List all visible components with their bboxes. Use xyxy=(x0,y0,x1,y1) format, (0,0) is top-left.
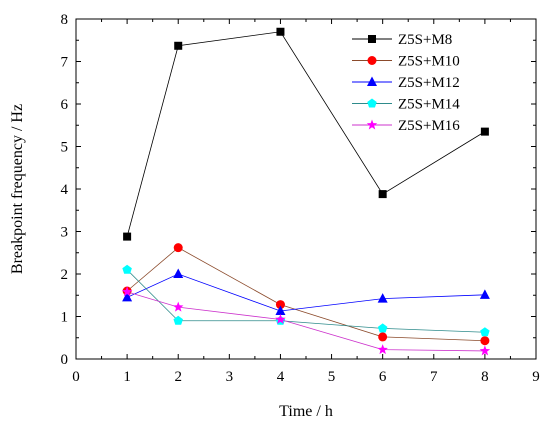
legend-label: Z5S+M12 xyxy=(398,75,460,91)
series-z5s-m10 xyxy=(122,243,490,346)
x-tick-label: 9 xyxy=(532,369,540,385)
y-tick-label: 3 xyxy=(61,225,69,241)
x-tick-label: 6 xyxy=(379,369,387,385)
data-point xyxy=(122,291,133,302)
data-point xyxy=(174,41,183,50)
legend-label: Z5S+M14 xyxy=(398,97,460,113)
series-z5s-m8 xyxy=(123,27,489,241)
y-tick-label: 4 xyxy=(61,182,69,198)
y-tick-label: 1 xyxy=(61,310,69,326)
legend-label: Z5S+M10 xyxy=(398,54,460,70)
x-tick-label: 1 xyxy=(123,369,131,385)
y-tick-label: 8 xyxy=(61,12,69,28)
data-point xyxy=(480,127,489,136)
legend: Z5S+M8 Z5S+M10 Z5S+M12 Z5S+M14 Z5S+M16 xyxy=(352,32,460,134)
legend-marker xyxy=(367,56,377,65)
data-point xyxy=(480,336,490,346)
data-point xyxy=(480,327,490,337)
y-tick-label: 6 xyxy=(61,97,69,113)
data-point xyxy=(275,313,286,324)
x-tick-label: 8 xyxy=(481,369,489,385)
data-point xyxy=(173,268,184,278)
data-point xyxy=(377,344,388,355)
legend-marker xyxy=(367,98,377,108)
data-point xyxy=(122,264,132,274)
y-tick-label: 7 xyxy=(61,55,69,71)
series-layer xyxy=(121,27,491,356)
y-axis-title: Breakpoint frequency / Hz xyxy=(9,104,26,274)
data-point xyxy=(275,305,286,315)
data-point xyxy=(378,332,388,342)
series-z5s-m12 xyxy=(122,268,490,315)
data-point xyxy=(377,293,388,303)
x-tick-label: 2 xyxy=(174,369,182,385)
legend-marker xyxy=(366,119,378,130)
data-point xyxy=(377,323,388,333)
series-z5s-m16 xyxy=(121,286,491,356)
data-point xyxy=(173,243,183,253)
axes: 0 1 2 3 4 5 6 7 8 9 0 1 2 3 4 5 6 7 8 xyxy=(61,12,540,385)
data-point xyxy=(172,301,184,312)
legend-label: Z5S+M16 xyxy=(398,118,460,134)
data-point xyxy=(173,315,183,325)
data-point xyxy=(378,190,387,199)
x-tick-label: 4 xyxy=(277,369,285,385)
x-tick-label: 7 xyxy=(430,369,438,385)
data-point xyxy=(275,300,285,310)
legend-label: Z5S+M8 xyxy=(398,32,452,48)
data-point xyxy=(123,232,132,241)
x-axis-title: Time / h xyxy=(279,403,333,420)
y-tick-label: 5 xyxy=(61,140,69,156)
y-tick-label: 2 xyxy=(61,267,69,283)
x-tick-label: 5 xyxy=(328,369,336,385)
legend-marker xyxy=(367,76,377,86)
data-point xyxy=(479,345,491,356)
data-point xyxy=(276,27,285,36)
y-tick-label: 0 xyxy=(61,352,69,368)
data-point xyxy=(479,289,490,299)
data-point xyxy=(121,286,133,297)
x-tick-label: 0 xyxy=(72,369,80,385)
x-tick-label: 3 xyxy=(226,369,234,385)
legend-marker xyxy=(368,35,376,43)
